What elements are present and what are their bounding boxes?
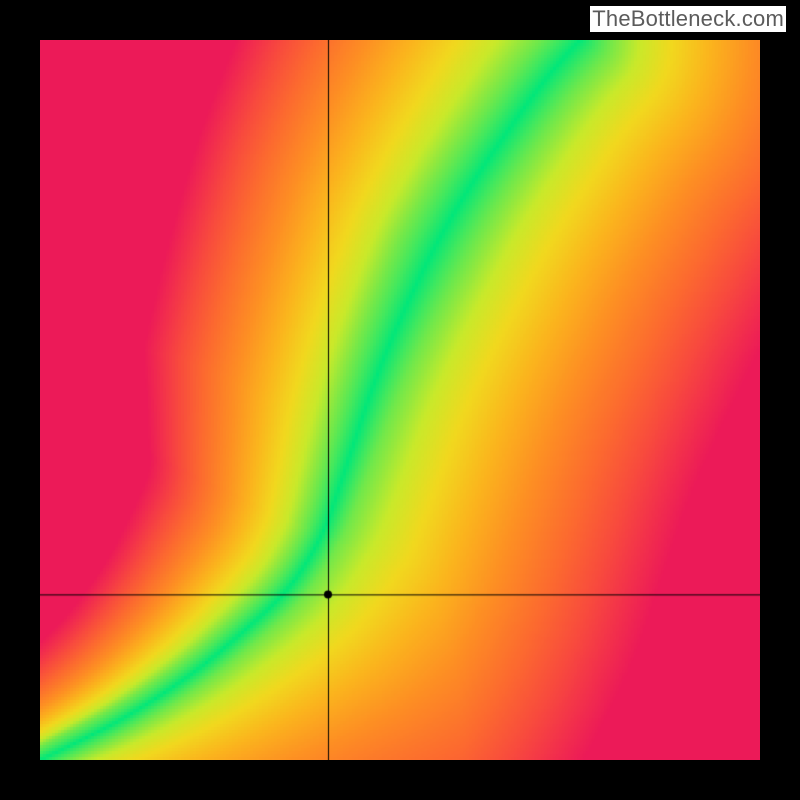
bottleneck-heatmap xyxy=(40,40,760,760)
heatmap-canvas xyxy=(40,40,760,760)
frame: TheBottleneck.com xyxy=(0,0,800,800)
brand-label: TheBottleneck.com xyxy=(590,6,786,32)
